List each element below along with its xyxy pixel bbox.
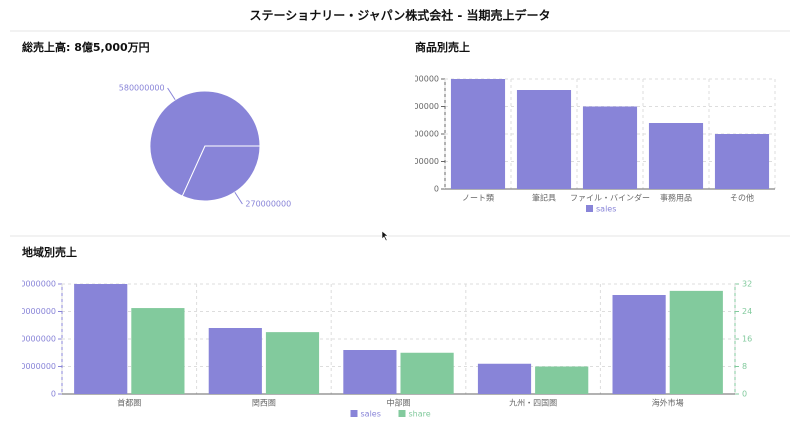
legend-swatch (350, 410, 358, 417)
page-title: ステーショナリー・ジャパン株式会社 - 当期売上データ (249, 8, 550, 23)
legend-label: share (409, 410, 431, 419)
chart-title: 地域別売上 (22, 245, 77, 259)
bar (450, 79, 506, 189)
x-tick-label: 首都圏 (117, 398, 141, 408)
x-tick-label: 中部圏 (387, 398, 411, 408)
bar (582, 106, 638, 189)
chart-panel: 商品別売上 0 50000000 100000000 150000000 20000000… (393, 40, 776, 214)
chart-title: 商品別売上 (415, 40, 470, 54)
bar (131, 308, 185, 394)
x-tick-label: 事務用品 (660, 193, 692, 203)
chart-panel: 総売上高: 8億5,000万円 580000000 270000000 (22, 40, 291, 208)
y2-tick-label: 24 (742, 307, 752, 316)
x-tick-label: 海外市場 (652, 398, 684, 408)
cursor (381, 230, 389, 242)
bar (669, 290, 723, 394)
legend-label: sales (596, 205, 616, 214)
chart-title: 総売上高: 8億5,000万円 (22, 40, 150, 54)
x-tick-label: 関西圏 (252, 399, 276, 408)
bar (265, 332, 320, 394)
x-tick-label: 筆記具 (532, 193, 556, 203)
y-tick-label: 0 (434, 185, 439, 194)
bar (535, 366, 589, 394)
bar (714, 134, 770, 189)
x-tick-label: ファイル・バインダー (570, 193, 650, 203)
y2-tick-label: 32 (742, 280, 752, 289)
bar (208, 328, 262, 394)
bar (477, 363, 532, 394)
label-line (167, 87, 176, 101)
pie-slice (181, 145, 261, 202)
y-tick-label: 100000000 (10, 335, 56, 344)
label-line (234, 191, 243, 205)
bar (343, 350, 397, 394)
bar (74, 284, 128, 394)
y-tick-label: 150000000 (10, 307, 56, 316)
bar (400, 352, 454, 394)
y2-tick-label: 8 (742, 362, 747, 371)
data-label: 580000000 (119, 84, 165, 93)
bar (612, 295, 666, 394)
y-tick-label: 200000000 (393, 75, 439, 84)
y-tick-label: 150000000 (393, 102, 439, 111)
pie-slice (149, 90, 261, 197)
legend-label: sales (361, 410, 381, 419)
y-tick-label: 100000000 (393, 130, 439, 139)
legend-swatch (398, 410, 406, 417)
legend-swatch (586, 205, 593, 212)
x-tick-label: その他 (730, 193, 754, 203)
bar (648, 123, 704, 189)
x-tick-label: 九州・四国圏 (509, 399, 557, 408)
y2-tick-label: 0 (742, 390, 747, 399)
chart-panel: 地域別売上 0 50000000 100000000 150000000 20000000… (10, 245, 752, 419)
y-tick-label: 50000000 (398, 157, 439, 166)
data-label: 270000000 (245, 199, 291, 208)
y-tick-label: 0 (51, 390, 56, 399)
y2-tick-label: 16 (742, 335, 752, 344)
bar (516, 90, 572, 189)
y-tick-label: 50000000 (15, 362, 56, 371)
y-tick-label: 200000000 (10, 280, 56, 289)
x-tick-label: ノート類 (462, 193, 494, 203)
